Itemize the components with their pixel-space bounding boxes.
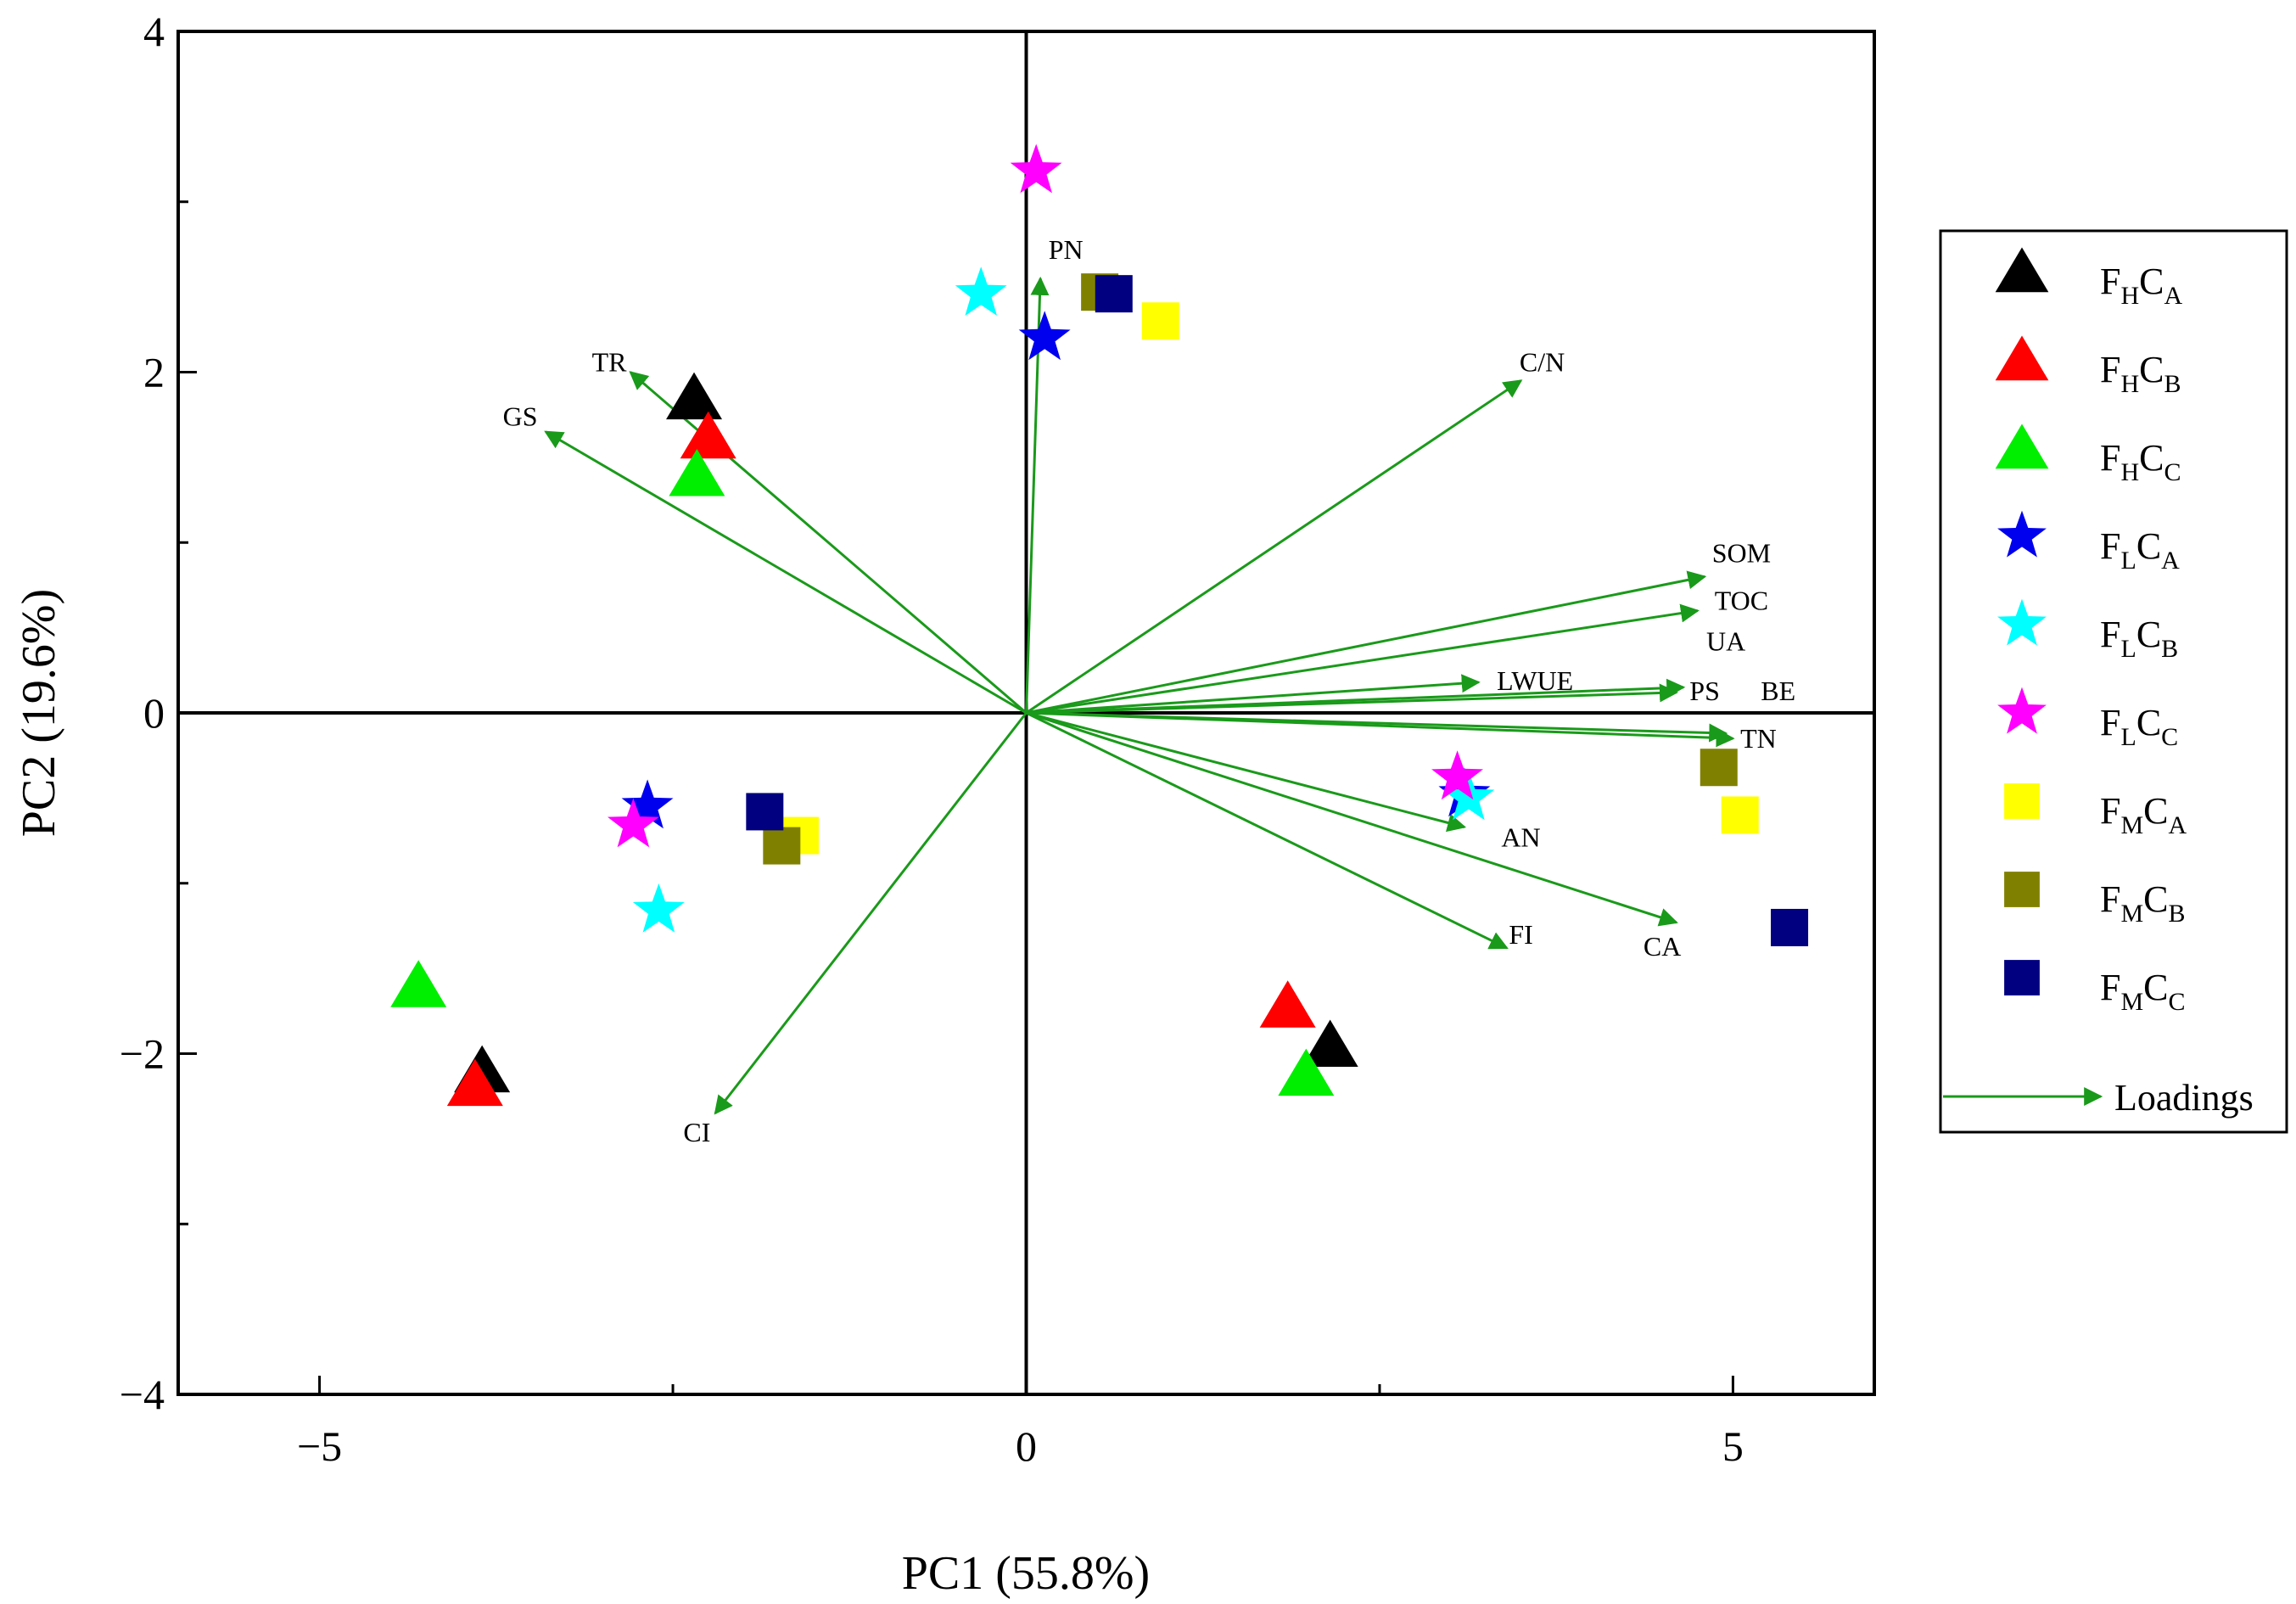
- x-axis-title: PC1 (55.8%): [902, 1547, 1150, 1600]
- point-fhcc: [669, 448, 725, 496]
- legend-label-fhcc: FHCC: [2100, 437, 2181, 486]
- loading-label: CA: [1644, 931, 1681, 962]
- loading-arrow-tn: [1026, 711, 1735, 748]
- point-fhcc: [390, 960, 447, 1007]
- loading-arrow-ca: [1026, 711, 1678, 927]
- loading-arrow-gs: [544, 430, 1028, 715]
- point-flcc: [1010, 143, 1062, 193]
- legend-label-loadings: Loadings: [2114, 1077, 2254, 1119]
- axis-ticks: −5 0 5 −4 −2 0 2 4: [120, 8, 1744, 1470]
- legend: FHCA FHCB FHCC FLCA FLCB FLCC FMCA FMCB FMCC Load…: [1939, 229, 2288, 1134]
- loading-arrow-an: [1026, 711, 1467, 833]
- loading-label: GS: [503, 401, 538, 432]
- legend-label-fmcc: FMCC: [2100, 967, 2186, 1016]
- loading-label: TOC: [1715, 586, 1768, 616]
- point-flcb: [632, 883, 685, 933]
- legend-box: [1939, 229, 2288, 1134]
- loading-arrow-cn: [1025, 379, 1523, 715]
- legend-label-flcb: FLCB: [2100, 614, 2178, 663]
- legend-marker-fhca: [1995, 247, 2049, 293]
- point-fmca: [1721, 796, 1759, 834]
- point-fmca: [1141, 302, 1179, 340]
- loading-label: CI: [683, 1117, 710, 1147]
- point-flca: [1018, 311, 1071, 361]
- loading-arrow-tr: [629, 371, 1028, 715]
- point-fmcc: [1095, 275, 1133, 313]
- legend-label-flcc: FLCC: [2100, 702, 2178, 751]
- y-tick-label: 0: [143, 689, 165, 737]
- point-fmcc: [746, 793, 784, 831]
- loading-label: C/N: [1520, 346, 1565, 377]
- loadings: PN TR GS C/N SOM TOC UA LWUE PS BE TN AN FI CA CI: [503, 234, 1795, 1147]
- legend-marker-fhcc: [1995, 423, 2049, 469]
- legend-marker-fhcb: [1995, 335, 2049, 381]
- y-tick-label: 2: [143, 349, 165, 396]
- loading-label: FI: [1509, 919, 1532, 950]
- x-tick-label: 5: [1722, 1422, 1744, 1470]
- loading-label: LWUE: [1497, 665, 1573, 696]
- legend-marker-fmca: [2004, 783, 2040, 819]
- loading-label: AN: [1501, 822, 1540, 853]
- point-flcc: [1431, 750, 1483, 800]
- legend-label-fhcb: FHCB: [2100, 349, 2181, 398]
- x-tick-label: 0: [1016, 1422, 1037, 1470]
- point-fhcc: [1278, 1048, 1335, 1096]
- point-fmcb: [1700, 749, 1738, 787]
- point-fmcc: [1771, 908, 1809, 946]
- loading-label: TN: [1740, 723, 1777, 754]
- x-tick-label: −5: [297, 1422, 342, 1470]
- loading-label: PN: [1049, 234, 1084, 265]
- legend-marker-flcc: [1997, 687, 2047, 734]
- legend-marker-fmcc: [2004, 960, 2040, 995]
- loading-arrow-lwue: [1026, 674, 1481, 715]
- y-tick-label: 4: [143, 8, 165, 55]
- score-points: [390, 143, 1809, 1107]
- point-fmcb: [763, 827, 801, 865]
- loading-label: SOM: [1712, 537, 1771, 568]
- loading-arrow-ps: [1026, 678, 1686, 715]
- y-tick-label: −4: [120, 1371, 165, 1418]
- legend-marker-fmcb: [2004, 872, 2040, 907]
- legend-label-fhca: FHCA: [2100, 261, 2183, 310]
- point-fhcb: [446, 1058, 503, 1107]
- point-flcc: [608, 798, 659, 848]
- point-flcb: [955, 266, 1007, 316]
- loading-arrow-toc: [1026, 603, 1700, 715]
- loading-label: TR: [592, 346, 628, 377]
- point-fhca: [666, 372, 723, 420]
- loading-label: UA: [1706, 626, 1745, 657]
- loading-label: BE: [1761, 676, 1795, 706]
- y-axis-title: PC2 (19.6%): [13, 589, 65, 837]
- point-flca: [621, 779, 674, 829]
- loading-arrow-ci: [714, 712, 1028, 1115]
- point-fhcb: [1259, 980, 1316, 1028]
- legend-marker-flca: [1997, 510, 2047, 558]
- loading-arrow-som: [1026, 570, 1707, 715]
- legend-label-flca: FLCA: [2100, 525, 2180, 575]
- loading-label: PS: [1689, 676, 1720, 706]
- plot-area: −5 0 5 −4 −2 0 2 4 PN TR GS C/N SOM TOC UA LWUE PS BE TN A…: [120, 8, 1876, 1470]
- point-fhcb: [680, 411, 736, 459]
- legend-marker-flcb: [1997, 598, 2047, 646]
- loading-arrow-fi: [1025, 711, 1509, 950]
- legend-label-fmcb: FMCB: [2100, 878, 2186, 928]
- legend-label-fmca: FMCA: [2100, 790, 2187, 839]
- point-fhca: [1302, 1019, 1358, 1067]
- y-tick-label: −2: [120, 1030, 165, 1078]
